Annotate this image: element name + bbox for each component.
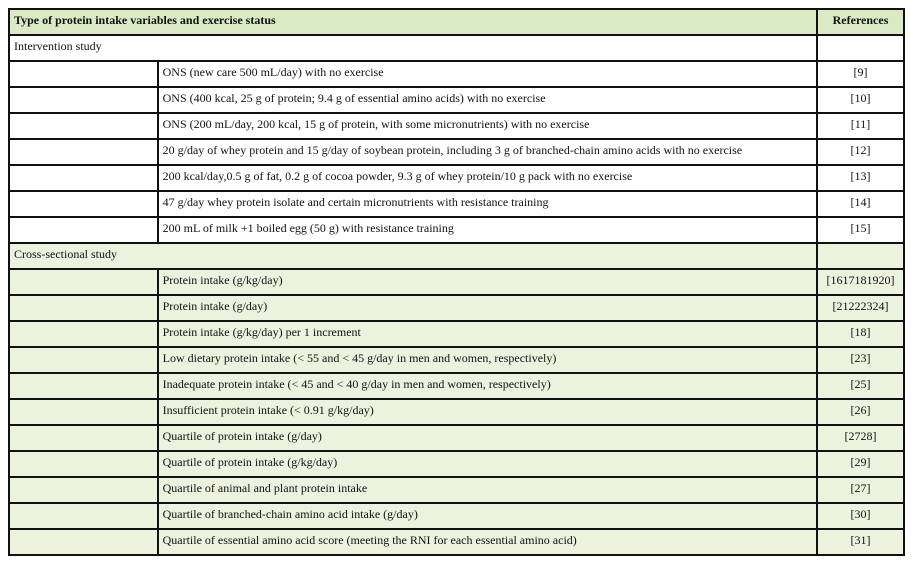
reference-cell[interactable]: [12] bbox=[816, 138, 905, 166]
variable-cell: Inadequate protein intake (< 45 and < 40… bbox=[156, 372, 819, 400]
indent-cell bbox=[8, 164, 159, 192]
table-row: 47 g/day whey protein isolate and certai… bbox=[8, 190, 905, 218]
table-row: 200 mL of milk +1 boiled egg (50 g) with… bbox=[8, 216, 905, 244]
table-row: Insufficient protein intake (< 0.91 g/kg… bbox=[8, 398, 905, 426]
reference-cell[interactable]: [23] bbox=[816, 346, 905, 374]
variable-cell: 200 mL of milk +1 boiled egg (50 g) with… bbox=[156, 216, 819, 244]
section-row: Cross-sectional study bbox=[7, 242, 905, 270]
indent-cell bbox=[8, 372, 159, 400]
indent-cell bbox=[8, 476, 159, 504]
table-row: ONS (new care 500 mL/day) with no exerci… bbox=[8, 60, 905, 88]
protein-intake-table: Type of protein intake variables and exe… bbox=[7, 8, 905, 556]
variable-cell: Quartile of branched-chain amino acid in… bbox=[156, 502, 819, 530]
table-row: Protein intake (g/kg/day) [1617181920] bbox=[8, 268, 905, 296]
variable-cell: Protein intake (g/kg/day) per 1 incremen… bbox=[156, 320, 819, 348]
variable-cell: Quartile of protein intake (g/day) bbox=[156, 424, 819, 452]
table-row: ONS (200 mL/day, 200 kcal, 15 g of prote… bbox=[8, 112, 905, 140]
table-row: Quartile of essential amino acid score (… bbox=[8, 528, 905, 556]
variable-cell: 20 g/day of whey protein and 15 g/day of… bbox=[156, 138, 819, 166]
variable-cell: Insufficient protein intake (< 0.91 g/kg… bbox=[156, 398, 819, 426]
indent-cell bbox=[8, 138, 159, 166]
table-row: Protein intake (g/day) [21222324] bbox=[8, 294, 905, 322]
table-row: 200 kcal/day,0.5 g of fat, 0.2 g of coco… bbox=[8, 164, 905, 192]
table-row: Quartile of animal and plant protein int… bbox=[8, 476, 905, 504]
table-row: Quartile of protein intake (g/day) [2728] bbox=[8, 424, 905, 452]
variable-cell: Quartile of protein intake (g/kg/day) bbox=[156, 450, 819, 478]
reference-cell[interactable]: [18] bbox=[816, 320, 905, 348]
header-references: References bbox=[816, 8, 905, 36]
empty-ref-cell bbox=[816, 34, 905, 62]
reference-cell[interactable]: [27] bbox=[816, 476, 905, 504]
variable-cell: Protein intake (g/day) bbox=[156, 294, 819, 322]
indent-cell bbox=[8, 502, 159, 530]
table-row: Quartile of branched-chain amino acid in… bbox=[8, 502, 905, 530]
table-row: 20 g/day of whey protein and 15 g/day of… bbox=[8, 138, 905, 166]
reference-cell[interactable]: [30] bbox=[816, 502, 905, 530]
indent-cell bbox=[8, 216, 159, 244]
indent-cell bbox=[8, 424, 159, 452]
indent-cell bbox=[8, 112, 159, 140]
indent-cell bbox=[8, 190, 159, 218]
table-row: Inadequate protein intake (< 45 and < 40… bbox=[8, 372, 905, 400]
table-row: ONS (400 kcal, 25 g of protein; 9.4 g of… bbox=[8, 86, 905, 114]
header-type: Type of protein intake variables and exe… bbox=[7, 8, 819, 36]
reference-cell[interactable]: [11] bbox=[816, 112, 905, 140]
variable-cell: 200 kcal/day,0.5 g of fat, 0.2 g of coco… bbox=[156, 164, 819, 192]
reference-cell[interactable]: [1617181920] bbox=[816, 268, 905, 296]
section-title: Cross-sectional study bbox=[7, 242, 819, 270]
reference-cell[interactable]: [21222324] bbox=[816, 294, 905, 322]
indent-cell bbox=[8, 268, 159, 296]
variable-cell: Quartile of essential amino acid score (… bbox=[156, 528, 819, 556]
table-row: Protein intake (g/kg/day) per 1 incremen… bbox=[8, 320, 905, 348]
variable-cell: ONS (200 mL/day, 200 kcal, 15 g of prote… bbox=[156, 112, 819, 140]
indent-cell bbox=[8, 60, 159, 88]
reference-cell[interactable]: [29] bbox=[816, 450, 905, 478]
reference-cell[interactable]: [26] bbox=[816, 398, 905, 426]
variable-cell: ONS (400 kcal, 25 g of protein; 9.4 g of… bbox=[156, 86, 819, 114]
reference-cell[interactable]: [10] bbox=[816, 86, 905, 114]
reference-cell[interactable]: [31] bbox=[816, 528, 905, 556]
indent-cell bbox=[8, 398, 159, 426]
section-row: Intervention study bbox=[7, 34, 905, 62]
indent-cell bbox=[8, 86, 159, 114]
variable-cell: ONS (new care 500 mL/day) with no exerci… bbox=[156, 60, 819, 88]
indent-cell bbox=[8, 294, 159, 322]
empty-ref-cell bbox=[816, 242, 905, 270]
table-row: Low dietary protein intake (< 55 and < 4… bbox=[8, 346, 905, 374]
variable-cell: Low dietary protein intake (< 55 and < 4… bbox=[156, 346, 819, 374]
section-title: Intervention study bbox=[7, 34, 819, 62]
reference-cell[interactable]: [14] bbox=[816, 190, 905, 218]
reference-cell[interactable]: [25] bbox=[816, 372, 905, 400]
indent-cell bbox=[8, 346, 159, 374]
indent-cell bbox=[8, 320, 159, 348]
reference-cell[interactable]: [13] bbox=[816, 164, 905, 192]
indent-cell bbox=[8, 450, 159, 478]
reference-cell[interactable]: [9] bbox=[816, 60, 905, 88]
table-row: Quartile of protein intake (g/kg/day) [29… bbox=[8, 450, 905, 478]
reference-cell[interactable]: [15] bbox=[816, 216, 905, 244]
variable-cell: 47 g/day whey protein isolate and certai… bbox=[156, 190, 819, 218]
variable-cell: Quartile of animal and plant protein int… bbox=[156, 476, 819, 504]
indent-cell bbox=[8, 528, 159, 556]
variable-cell: Protein intake (g/kg/day) bbox=[156, 268, 819, 296]
reference-cell[interactable]: [2728] bbox=[816, 424, 905, 452]
